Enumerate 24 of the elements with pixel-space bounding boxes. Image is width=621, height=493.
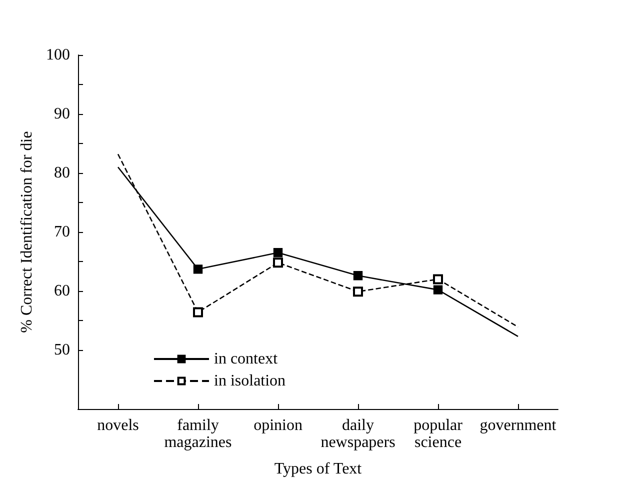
y-tick-label: 100 <box>46 46 70 64</box>
legend-label: in context <box>214 350 278 368</box>
y-tick-label: 90 <box>54 106 70 122</box>
y-tick-label: 50 <box>54 342 70 358</box>
point <box>273 258 283 268</box>
x-tick-label: novels <box>97 417 139 434</box>
y-tick-label: 80 <box>54 164 70 182</box>
x-tick-label: popular science <box>414 417 464 451</box>
point <box>433 285 443 294</box>
point <box>433 274 443 284</box>
x-tick-label: opinion <box>254 417 302 434</box>
point <box>353 286 363 297</box>
x-axis-title: Types of Text <box>274 460 362 478</box>
y-axis-title: % Correct Identification for die <box>18 131 36 333</box>
point <box>353 271 363 280</box>
point <box>193 264 203 274</box>
y-tick-label: 60 <box>54 282 70 300</box>
point <box>273 248 283 258</box>
y-tick-label: 70 <box>54 224 70 240</box>
x-tick-label: daily newspapers <box>320 417 396 451</box>
x-tick-label: government <box>480 417 557 434</box>
legend-label: in isolation <box>214 372 286 390</box>
x-tick-label: family magazines <box>164 417 232 451</box>
point <box>193 307 203 318</box>
